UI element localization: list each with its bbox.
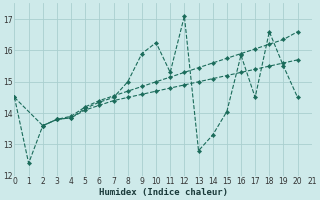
X-axis label: Humidex (Indice chaleur): Humidex (Indice chaleur) [99,188,228,197]
